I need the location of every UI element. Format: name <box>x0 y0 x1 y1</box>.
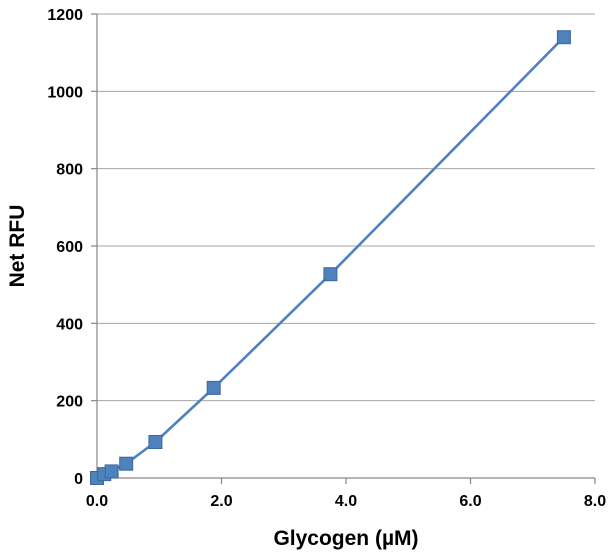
data-point <box>206 380 221 395</box>
tick-labels: 0 200 400 600 800 1000 1200 0.0 2.0 4.0 6.0 8.0 <box>47 7 606 510</box>
data-point <box>148 435 163 449</box>
x-tick-label: 6.0 <box>459 493 481 510</box>
x-tick-label: 0.0 <box>86 493 108 510</box>
y-tick-label: 1000 <box>47 84 83 101</box>
data-point <box>556 30 571 45</box>
grid-lines <box>97 13 595 402</box>
series-line <box>96 36 565 480</box>
series-group <box>90 30 571 485</box>
y-tick-label: 400 <box>56 316 83 333</box>
axes <box>91 13 596 484</box>
y-axis-title: Net RFU <box>6 205 29 288</box>
x-tick-label: 8.0 <box>584 493 606 510</box>
y-tick-label: 200 <box>56 394 83 411</box>
y-tick-label: 0 <box>74 471 83 488</box>
x-tick-label: 4.0 <box>335 493 357 510</box>
y-tick-label: 1200 <box>47 7 83 24</box>
data-point <box>323 267 338 282</box>
y-tick-label: 600 <box>56 239 83 256</box>
data-point <box>104 464 119 479</box>
data-point <box>119 456 134 471</box>
x-tick-label: 2.0 <box>210 493 232 510</box>
y-tick-label: 800 <box>56 162 83 179</box>
x-axis-title: Glycogen (µM) <box>273 527 418 550</box>
